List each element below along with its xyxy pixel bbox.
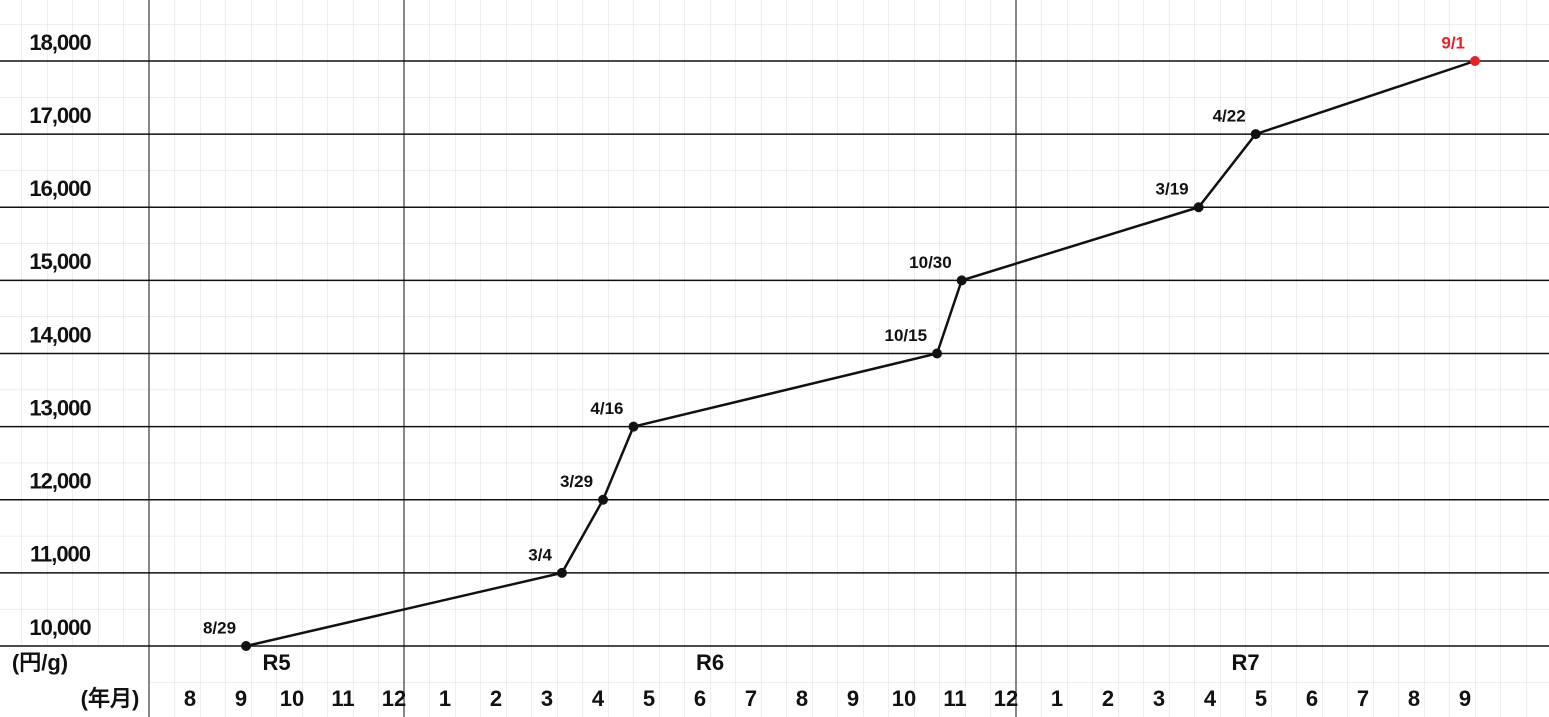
x-tick-label: 7 (745, 686, 757, 711)
x-tick-label: 9 (847, 686, 859, 711)
y-tick-label: 16,000 (29, 176, 91, 201)
x-tick-label: 6 (694, 686, 706, 711)
x-tick-label: 1 (1051, 686, 1063, 711)
y-tick-label: 12,000 (29, 469, 91, 494)
x-tick-label: 3 (541, 686, 553, 711)
y-tick-label: 17,000 (29, 103, 91, 128)
point-label: 4/22 (1213, 107, 1246, 126)
x-tick-label: 11 (943, 686, 966, 711)
point (556, 567, 567, 578)
point-label: 3/4 (528, 545, 552, 564)
x-tick-label: 4 (1204, 686, 1217, 711)
point (956, 275, 967, 286)
point (1470, 56, 1480, 66)
point (598, 494, 609, 505)
y-tick-label: 10,000 (29, 615, 91, 640)
y-tick-label: 11,000 (30, 542, 91, 567)
x-tick-label: 3 (1153, 686, 1165, 711)
y-tick-label: 14,000 (29, 322, 91, 347)
x-tick-label: 10 (892, 686, 916, 711)
x-tick-label: 11 (331, 686, 354, 711)
x-tick-label: 12 (382, 686, 406, 711)
x-tick-label: 10 (280, 686, 304, 711)
point-label: 8/29 (203, 618, 236, 637)
point (1193, 202, 1204, 213)
minor-grid (0, 0, 1549, 646)
point-label: 10/15 (884, 326, 927, 345)
point-label: 3/29 (560, 472, 593, 491)
y-tick-label: 15,000 (29, 249, 91, 274)
x-tick-label: 8 (1408, 686, 1420, 711)
x-tick-label: 12 (994, 686, 1018, 711)
x-tick-label: 2 (1102, 686, 1114, 711)
minor-grid (149, 646, 1549, 717)
x-tick-label: 7 (1357, 686, 1369, 711)
x-axis-label: (年月) (81, 686, 140, 711)
x-group-label: R6 (696, 650, 724, 675)
y-tick-label: 13,000 (29, 395, 91, 420)
point (1250, 129, 1261, 140)
x-tick-label: 8 (184, 686, 196, 711)
x-tick-label: 5 (1255, 686, 1267, 711)
x-tick-label: 4 (592, 686, 605, 711)
x-tick-label: 1 (439, 686, 451, 711)
y-tick-label: 18,000 (29, 30, 91, 55)
point-label: 10/30 (909, 253, 952, 272)
point (241, 641, 252, 651)
point-label: 3/19 (1156, 180, 1189, 199)
x-tick-label: 8 (796, 686, 808, 711)
x-tick-label: 5 (643, 686, 655, 711)
x-tick-label: 9 (1459, 686, 1471, 711)
point (932, 348, 943, 359)
point (628, 421, 639, 432)
x-tick-label: 2 (490, 686, 502, 711)
x-tick-label: 9 (235, 686, 247, 711)
x-group-label: R5 (262, 650, 290, 675)
x-tick-label: 6 (1306, 686, 1318, 711)
point-label: 4/16 (590, 399, 623, 418)
x-group-label: R7 (1231, 650, 1259, 675)
point-label: 9/1 (1441, 33, 1465, 52)
y-axis-label: (円/g) (12, 650, 68, 675)
